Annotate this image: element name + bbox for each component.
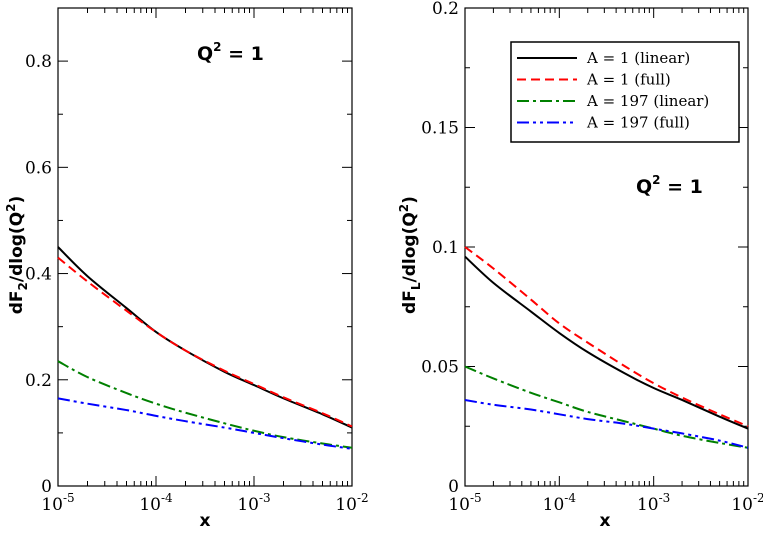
left-y-tick-label: 0 xyxy=(41,477,52,497)
legend-label-3: A = 197 (full) xyxy=(586,114,690,132)
legend-label-1: A = 1 (full) xyxy=(586,71,671,89)
right-y-tick-label: 0.15 xyxy=(421,119,459,139)
left-x-tick-label: 10-3 xyxy=(237,491,270,515)
left-x-tick-label: 10-4 xyxy=(139,491,173,515)
left-series-line-0 xyxy=(57,246,353,429)
right-y-tick-label: 0.1 xyxy=(432,238,459,258)
right-y-tick-label: 0.05 xyxy=(421,358,459,378)
right-x-axis-label: x xyxy=(600,511,611,531)
right-y-axis-label: dFL/dlog(Q2) xyxy=(397,196,423,314)
left-x-axis-label: x xyxy=(200,511,211,531)
right-x-tick-label: 10-4 xyxy=(543,491,577,515)
right-x-tick-label: 10-5 xyxy=(448,491,481,515)
right-series-line-0 xyxy=(464,255,749,430)
left-series-line-1 xyxy=(57,256,353,428)
legend-label-0: A = 1 (linear) xyxy=(586,49,690,67)
left-series-line-2 xyxy=(57,360,353,449)
right-x-tick-label: 10-3 xyxy=(637,491,670,515)
left-y-tick-label: 0.6 xyxy=(25,158,52,178)
right-y-tick-label: 0 xyxy=(448,477,459,497)
right-legend: A = 1 (linear) A = 1 (full) A = 197 (linea… xyxy=(510,41,740,143)
right-q2-annotation: Q2 = 1 xyxy=(636,173,703,198)
right-series-line-3 xyxy=(464,398,749,449)
left-y-tick-label: 0.8 xyxy=(25,52,52,72)
right-panel-dfl: dFL/dlog(Q2) x Q2 = 1 10-5 10-4 10-3 10-2 0 0… xyxy=(397,0,763,531)
left-series-line-3 xyxy=(57,397,353,450)
left-y-axis-label: dF2/dlog(Q2) xyxy=(4,196,30,315)
right-series-line-1 xyxy=(464,246,749,428)
right-x-tick-label: 10-2 xyxy=(731,491,763,515)
left-y-tick-label: 0.4 xyxy=(25,265,52,285)
left-y-tick-label: 0.2 xyxy=(25,371,52,391)
left-panel-df2: dF2/dlog(Q2) x Q2 = 1 10-5 10-4 10-3 10-2 0 0… xyxy=(4,7,369,531)
right-y-tick-label: 0.2 xyxy=(432,0,459,19)
legend-label-2: A = 197 (linear) xyxy=(586,92,709,110)
left-x-tick-label: 10-2 xyxy=(335,491,368,515)
right-series-line-2 xyxy=(464,365,749,449)
left-x-tick-label: 10-5 xyxy=(41,491,74,515)
left-q2-annotation: Q2 = 1 xyxy=(197,40,264,65)
left-plot-frame xyxy=(57,7,353,487)
